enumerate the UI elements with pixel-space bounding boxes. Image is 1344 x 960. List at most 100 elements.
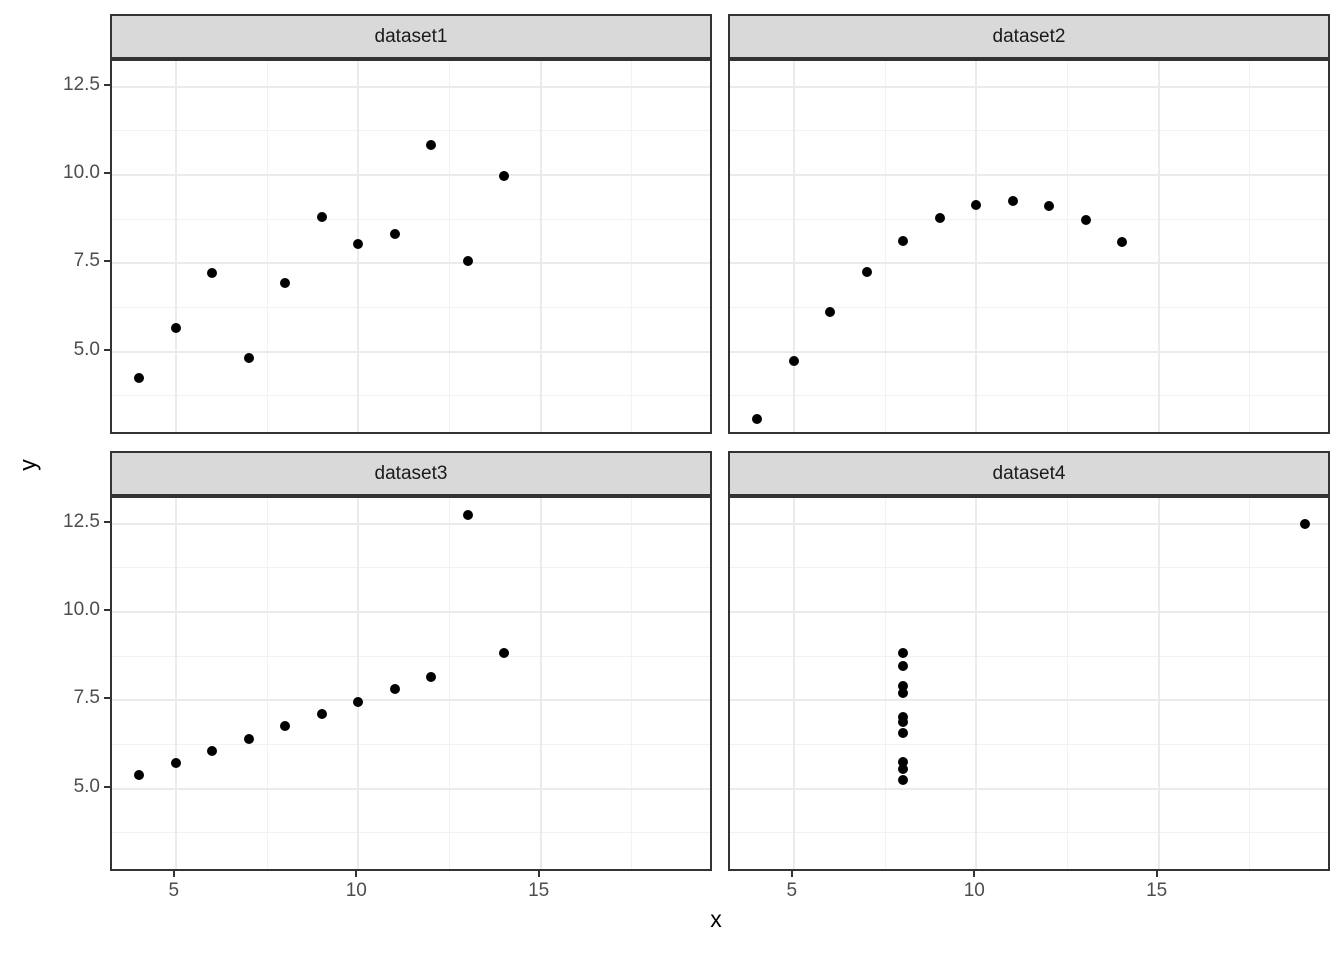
y-major-gridline [112,610,710,613]
facet-strip-label: dataset1 [374,25,448,47]
data-point [316,709,327,720]
x-tick-mark [973,871,976,877]
y-minor-gridline [112,130,710,132]
x-tick-label: 15 [528,880,550,901]
y-major-gridline [112,350,710,353]
y-tick-label: 5.0 [73,338,100,360]
y-axis-title: y [14,459,41,471]
data-point [280,277,291,288]
x-major-gridline [174,498,177,869]
data-point [825,306,836,317]
data-point [788,355,799,366]
data-point [170,322,181,333]
x-tick-label: 5 [786,880,798,901]
y-major-gridline [730,262,1328,265]
y-minor-gridline [112,218,710,220]
y-minor-gridline [112,307,710,309]
data-point [134,372,145,383]
facet-strip: dataset4 [728,451,1330,496]
data-point [971,200,982,211]
y-minor-gridline [730,655,1328,657]
data-point [389,684,400,695]
facet-strip: dataset2 [728,14,1330,59]
y-tick-mark [104,520,110,523]
data-point [898,716,909,727]
x-major-gridline [1157,61,1160,432]
data-point [499,171,510,182]
x-major-gridline [539,498,542,869]
facet-panel [110,496,712,871]
x-minor-gridline [1249,61,1251,432]
y-major-gridline [730,522,1328,525]
x-tick-label: 5 [168,880,180,901]
x-axis-title: x [710,906,722,932]
y-tick-mark [104,697,110,700]
data-point [499,647,510,658]
y-tick-label: 7.5 [73,250,100,272]
data-point [898,763,909,774]
data-point [280,721,291,732]
x-minor-gridline [1066,498,1068,869]
data-point [898,680,909,691]
data-point [898,661,909,672]
x-tick-label: 15 [1146,880,1168,901]
data-point [898,711,909,722]
x-minor-gridline [884,498,886,869]
data-point [426,140,437,151]
x-minor-gridline [631,61,633,432]
x-minor-gridline [448,498,450,869]
x-major-gridline [539,61,542,432]
x-tick-mark [537,871,540,877]
y-minor-gridline [730,567,1328,569]
facet-panel [728,496,1330,871]
data-point [898,235,909,246]
data-point [1117,237,1128,248]
data-point [1007,196,1018,207]
x-tick-mark [790,871,793,877]
y-major-gridline [112,699,710,702]
facet-strip-label: dataset4 [992,462,1066,484]
data-point [898,687,909,698]
data-point [898,727,909,738]
facet-panel [728,59,1330,434]
y-major-gridline [730,173,1328,176]
y-tick-mark [104,348,110,351]
data-point [243,353,254,364]
y-minor-gridline [112,655,710,657]
y-major-gridline [730,787,1328,790]
y-tick-mark [104,171,110,174]
data-point [353,239,364,250]
data-point [389,229,400,239]
y-tick-label: 7.5 [73,687,100,709]
y-minor-gridline [112,395,710,397]
x-major-gridline [792,61,795,432]
y-minor-gridline [730,832,1328,834]
x-minor-gridline [266,61,268,432]
facet-panel [110,59,712,434]
x-tick-label: 10 [963,880,985,901]
x-tick-mark [172,871,175,877]
y-minor-gridline [112,567,710,569]
facet-strip: dataset1 [110,14,712,59]
x-minor-gridline [448,61,450,432]
x-minor-gridline [631,498,633,869]
y-tick-mark [104,608,110,611]
x-major-gridline [357,498,360,869]
data-point [752,413,763,424]
data-point [1299,518,1310,529]
y-major-gridline [112,787,710,790]
y-major-gridline [112,262,710,265]
y-major-gridline [730,85,1328,88]
y-minor-gridline [112,744,710,746]
x-major-gridline [174,61,177,432]
x-minor-gridline [1066,61,1068,432]
x-major-gridline [975,61,978,432]
data-point [243,733,254,744]
data-point [426,672,437,683]
facet-strip-label: dataset3 [374,462,448,484]
data-point [134,769,145,780]
y-major-gridline [730,350,1328,353]
data-point [898,647,909,658]
data-point [462,510,473,521]
y-minor-gridline [730,395,1328,397]
